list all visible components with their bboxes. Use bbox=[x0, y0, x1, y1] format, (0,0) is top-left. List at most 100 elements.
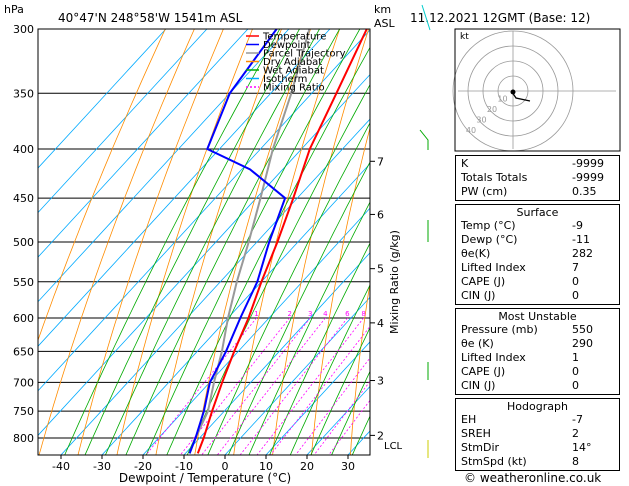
most-unstable-row: θe (K) 290 bbox=[459, 337, 616, 351]
top-indices-table: K -9999 Totals Totals -9999 PW (cm) 0.35 bbox=[455, 155, 620, 201]
km-unit-label: km bbox=[374, 3, 391, 16]
hodograph-ring-label: 40 bbox=[466, 126, 476, 135]
hodograph-label: StmSpd (kt) bbox=[461, 455, 527, 468]
hodograph-row: SREH 2 bbox=[459, 427, 616, 441]
hodograph-value: 8 bbox=[572, 455, 579, 468]
isotherm-line bbox=[38, 29, 370, 392]
dry-adiabat-line bbox=[38, 29, 166, 342]
index-row: K -9999 bbox=[459, 157, 616, 171]
legend-label: Dry Adiabat bbox=[263, 57, 322, 68]
pressure-tick-label: 400 bbox=[13, 143, 34, 156]
index-value: -9999 bbox=[572, 171, 604, 184]
mixing-ratio-line bbox=[256, 317, 364, 455]
pressure-tick-label: 650 bbox=[13, 345, 34, 358]
mixing-ratio-label: 1 bbox=[254, 310, 258, 318]
wet-adiabat-line bbox=[248, 201, 370, 455]
isotherm-line bbox=[38, 29, 331, 347]
plot-frame bbox=[37, 28, 371, 456]
legend-label: Isotherm bbox=[263, 74, 307, 85]
isotherm-line bbox=[38, 29, 290, 303]
km-tick-label: 6 bbox=[377, 208, 384, 221]
pressure-tick-label: 800 bbox=[13, 432, 34, 445]
wet-adiabat-line bbox=[104, 29, 320, 455]
hodograph-title: Hodograph bbox=[507, 400, 568, 413]
surface-label: Lifted Index bbox=[461, 261, 526, 274]
hodograph-value: 2 bbox=[572, 427, 579, 440]
most-unstable-label: θe (K) bbox=[461, 337, 494, 350]
pressure-tick-label: 350 bbox=[13, 87, 34, 100]
x-axis-title: Dewpoint / Temperature (°C) bbox=[119, 471, 291, 485]
x-tick-label: -20 bbox=[134, 460, 152, 473]
legend-label: Parcel Trajectory bbox=[263, 49, 346, 60]
storm-motion-dot bbox=[510, 89, 516, 95]
mixing-ratio-line bbox=[269, 325, 370, 455]
dewpoint-line bbox=[188, 29, 287, 454]
dry-adiabat-line bbox=[38, 29, 195, 455]
hodograph-ring-label: 20 bbox=[487, 105, 497, 114]
most-unstable-table: Most Unstable Pressure (mb) 550 θe (K) 290 L… bbox=[455, 308, 620, 395]
most-unstable-label: Lifted Index bbox=[461, 351, 526, 364]
hodograph-kt-label: kt bbox=[460, 32, 469, 42]
hodograph-label: SREH bbox=[461, 427, 491, 440]
most-unstable-label: Pressure (mb) bbox=[461, 323, 538, 336]
surface-value: 7 bbox=[572, 261, 579, 274]
dry-adiabat-line bbox=[77, 29, 224, 455]
most-unstable-value: 0 bbox=[572, 379, 579, 392]
surface-value: -9 bbox=[572, 219, 583, 232]
surface-row: CAPE (J) 0 bbox=[459, 275, 616, 289]
km-tick-label: 4 bbox=[377, 317, 384, 330]
mixing-ratio-line bbox=[145, 317, 257, 455]
wet-adiabat-line bbox=[145, 29, 361, 455]
lcl-label: LCL bbox=[384, 441, 403, 452]
index-panel: K -9999 Totals Totals -9999 PW (cm) 0.35 Surf… bbox=[455, 155, 620, 474]
pressure-tick-label: 500 bbox=[13, 236, 34, 249]
pressure-unit-label: hPa bbox=[4, 3, 24, 16]
x-tick-label: -10 bbox=[175, 460, 193, 473]
hodograph-label: StmDir bbox=[461, 441, 500, 454]
x-tick-label: 20 bbox=[300, 460, 314, 473]
pressure-tick-label: 750 bbox=[13, 405, 34, 418]
isotherm-line bbox=[101, 163, 370, 455]
hodograph-table: Hodograph EH -7 SREH 2 StmDir 14° StmSpd (kt) 8 bbox=[455, 398, 620, 471]
wet-adiabat-line bbox=[310, 326, 370, 455]
index-label: PW (cm) bbox=[461, 185, 508, 198]
isotherm-line bbox=[265, 341, 370, 455]
isotherm-line bbox=[38, 29, 167, 169]
hodograph-value: 14° bbox=[572, 441, 592, 454]
most-unstable-label: CAPE (J) bbox=[461, 365, 506, 378]
pressure-tick-label: 450 bbox=[13, 192, 34, 205]
hodograph-value: -7 bbox=[572, 413, 583, 426]
mixing-ratio-label: 6 bbox=[345, 310, 350, 318]
wet-adiabat-line bbox=[166, 46, 370, 455]
hodograph-row: EH -7 bbox=[459, 413, 616, 427]
surface-label: CIN (J) bbox=[461, 289, 496, 302]
legend-label: Wet Adiabat bbox=[263, 66, 324, 77]
wet-adiabat-line bbox=[125, 29, 340, 455]
hodograph-frame bbox=[454, 28, 621, 152]
surface-row: Lifted Index 7 bbox=[459, 261, 616, 275]
index-label: K bbox=[461, 157, 469, 170]
index-row: Totals Totals -9999 bbox=[459, 171, 616, 185]
mixing-ratio-line bbox=[201, 317, 311, 455]
isotherm-line bbox=[224, 296, 370, 455]
x-tick-label: -30 bbox=[93, 460, 111, 473]
most-unstable-title: Most Unstable bbox=[498, 310, 577, 323]
legend-label: Dewpoint bbox=[263, 40, 311, 51]
hodograph-label: EH bbox=[461, 413, 477, 426]
most-unstable-row: Pressure (mb) 550 bbox=[459, 323, 616, 337]
x-tick-label: 0 bbox=[222, 460, 229, 473]
km-tick-label: 5 bbox=[377, 263, 384, 276]
most-unstable-row: CIN (J) 0 bbox=[459, 379, 616, 393]
asl-unit-label: ASL bbox=[374, 17, 396, 30]
surface-value: 0 bbox=[572, 289, 579, 302]
dry-adiabat-line bbox=[350, 281, 370, 455]
dry-adiabat-line bbox=[155, 29, 282, 455]
most-unstable-value: 0 bbox=[572, 365, 579, 378]
most-unstable-row: CAPE (J) 0 bbox=[459, 365, 616, 379]
isotherm-line bbox=[38, 29, 249, 258]
mixing-ratio-line bbox=[179, 317, 291, 455]
mixing-ratio-line bbox=[216, 317, 326, 455]
surface-row: Dewp (°C) -11 bbox=[459, 233, 616, 247]
x-tick-label: -40 bbox=[52, 460, 70, 473]
